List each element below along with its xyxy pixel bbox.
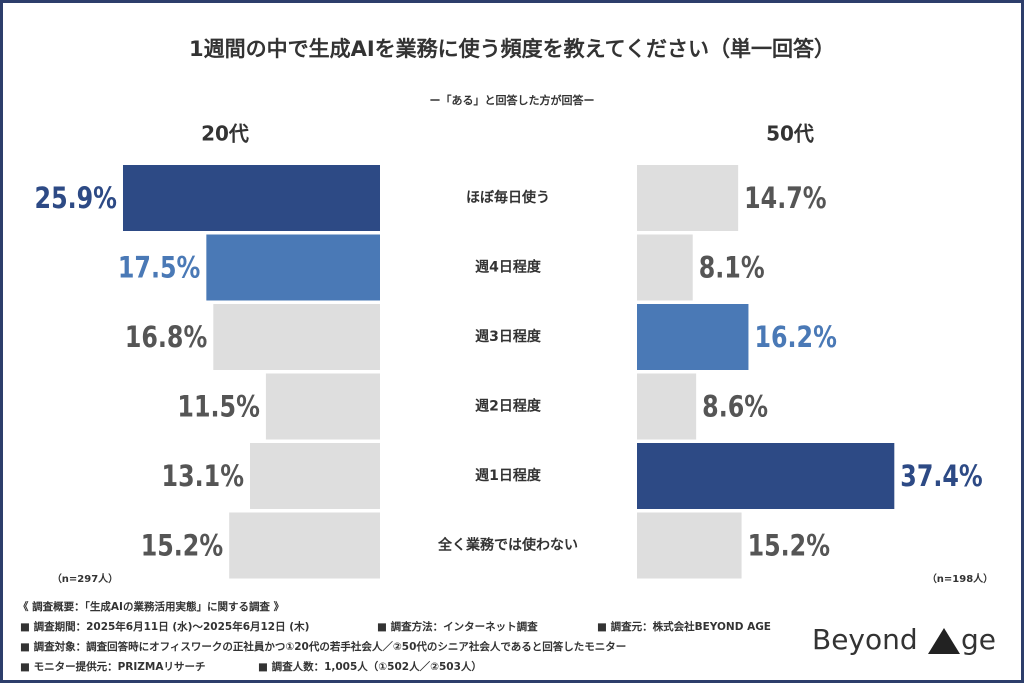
category-label: 週2日程度 (475, 398, 542, 415)
value-label: 8.6% (702, 390, 768, 424)
value-label: 8.1% (699, 251, 765, 285)
footer-text: ■ 調査対象：調査回答時にオフィスワークの正社員かつ①20代の若手社会人／②50… (20, 640, 626, 653)
value-label: 16.8% (125, 321, 207, 355)
value-label: 37.4% (900, 460, 982, 494)
logo: Beyond ge (812, 623, 996, 656)
series-name: 20代 (201, 122, 249, 146)
sample-note: （n=297人） (52, 572, 118, 585)
category-label: ほぼ毎日使う (466, 189, 550, 206)
bar (637, 304, 749, 370)
sample-note: （n=198人） (927, 572, 993, 585)
category-label: 全く業務では使わない (437, 537, 578, 554)
footer-text: ■ 調査元：株式会社BEYOND AGE (597, 620, 771, 633)
footer-text: ■ 調査人数：1,005人（①502人／②503人） (258, 660, 482, 673)
bar (265, 373, 380, 440)
bar (206, 234, 380, 301)
category-label: 週3日程度 (475, 328, 542, 345)
bar (637, 443, 895, 509)
logo-text: ge (961, 623, 996, 656)
value-label: 25.9% (35, 182, 117, 216)
bar (637, 373, 697, 440)
value-label: 11.5% (177, 390, 259, 424)
value-label: 15.2% (748, 529, 830, 563)
bar (637, 165, 739, 231)
series-name: 50代 (766, 122, 814, 146)
subtitle: ー「ある」と回答した方が回答ー (430, 93, 595, 107)
bar (250, 443, 380, 509)
logo-text: Beyond (812, 623, 918, 656)
bar (637, 234, 693, 301)
bar (637, 512, 742, 579)
footer-text: ■ 調査期間：2025年6月11日 (水)〜2025年6月12日 (木) (20, 620, 309, 633)
footer-text: ■ モニター提供元：PRIZMAリサーチ (20, 660, 205, 673)
value-label: 13.1% (162, 460, 244, 494)
chart-title: 1週間の中で生成AIを業務に使う頻度を教えてください（単一回答） (189, 37, 835, 61)
category-label: 週4日程度 (475, 259, 542, 276)
footer-text: ■ 調査方法：インターネット調査 (377, 620, 538, 633)
category-label: 週1日程度 (475, 467, 542, 484)
logo-triangle (928, 628, 960, 654)
value-label: 15.2% (141, 529, 223, 563)
bar (122, 165, 380, 231)
value-label: 14.7% (744, 182, 826, 216)
bar (229, 512, 380, 579)
value-label: 17.5% (118, 251, 200, 285)
value-label: 16.2% (754, 321, 836, 355)
bar (213, 304, 380, 370)
footer-text: 《 調査概要：「生成AIの業務活用実態」に関する調査 》 (18, 600, 284, 613)
